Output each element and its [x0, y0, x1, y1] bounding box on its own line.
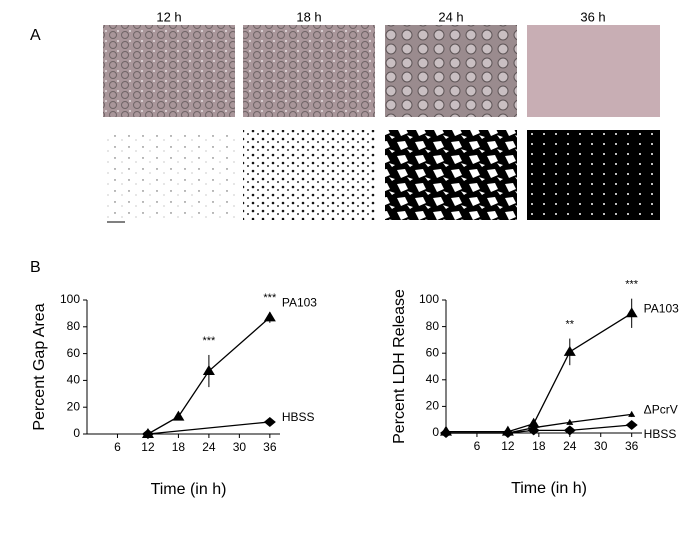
marker — [563, 345, 576, 356]
marker — [566, 418, 574, 425]
marker — [527, 425, 540, 436]
image-label: 24 h — [438, 9, 463, 24]
marker — [625, 420, 638, 431]
y-tick-label: 0 — [432, 425, 439, 439]
x-axis-label: Time (in h) — [511, 480, 587, 497]
marker — [263, 311, 276, 322]
image-label: 36 h — [580, 9, 605, 24]
y-tick-label: 20 — [426, 399, 440, 413]
significance: ** — [566, 318, 575, 330]
y-tick-label: 40 — [67, 373, 81, 387]
micrograph — [243, 25, 375, 117]
x-tick-label: 36 — [625, 439, 639, 453]
marker — [563, 425, 576, 436]
marker — [202, 365, 215, 376]
y-tick-label: 60 — [67, 346, 81, 360]
image-label: 18 h — [296, 9, 321, 24]
significance: *** — [202, 335, 216, 347]
x-tick-label: 24 — [202, 440, 216, 454]
threshold-image — [103, 130, 235, 220]
marker — [501, 428, 514, 438]
y-tick-label: 0 — [73, 426, 80, 440]
x-tick-label: 18 — [532, 439, 546, 453]
panel-label: B — [30, 259, 41, 276]
x-axis-label: Time (in h) — [151, 481, 227, 498]
significance: *** — [263, 292, 277, 304]
marker — [625, 307, 638, 318]
y-tick-label: 100 — [60, 292, 80, 306]
x-tick-label: 30 — [233, 440, 247, 454]
series-label: ΔPcrV — [644, 403, 678, 417]
x-tick-label: 6 — [114, 440, 121, 454]
y-tick-label: 80 — [67, 319, 81, 333]
series-line — [446, 312, 633, 433]
marker — [527, 417, 540, 428]
threshold-image — [527, 130, 660, 220]
x-tick-label: 24 — [563, 439, 577, 453]
series-label: HBSS — [282, 410, 315, 424]
significance: *** — [625, 279, 639, 291]
y-axis-label: Percent LDH Release — [391, 289, 408, 444]
series-line — [147, 316, 271, 435]
x-tick-label: 12 — [501, 439, 515, 453]
marker — [440, 428, 452, 438]
panel-label: A — [30, 27, 41, 44]
x-tick-label: 30 — [594, 439, 608, 453]
y-tick-label: 60 — [426, 345, 440, 359]
y-tick-label: 80 — [426, 319, 440, 333]
y-tick-label: 100 — [419, 292, 439, 306]
x-tick-label: 36 — [263, 440, 277, 454]
micrograph — [385, 25, 517, 117]
image-label: 12 h — [156, 9, 181, 24]
marker — [141, 429, 154, 439]
y-tick-label: 40 — [426, 372, 440, 386]
marker — [263, 416, 276, 427]
marker — [628, 410, 636, 417]
series-label: HBSS — [644, 427, 677, 441]
series-line — [147, 421, 270, 435]
threshold-image — [243, 130, 375, 220]
micrograph — [103, 25, 235, 117]
threshold-image — [385, 130, 517, 220]
y-tick-label: 20 — [67, 399, 81, 413]
y-axis-label: Percent Gap Area — [31, 303, 48, 430]
series-label: PA103 — [282, 296, 317, 310]
micrograph — [527, 25, 660, 117]
series-label: PA103 — [644, 301, 679, 315]
marker — [172, 410, 185, 421]
x-tick-label: 18 — [172, 440, 186, 454]
x-tick-label: 12 — [141, 440, 155, 454]
x-tick-label: 6 — [474, 439, 481, 453]
